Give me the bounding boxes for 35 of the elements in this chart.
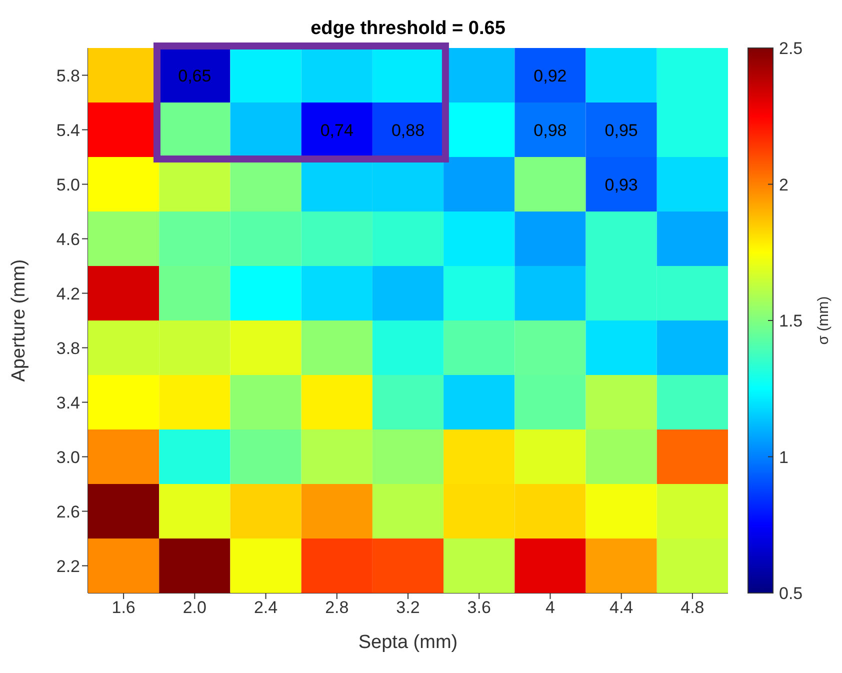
y-tick-label: 3.0 bbox=[56, 448, 80, 467]
y-tick-label: 5.4 bbox=[56, 120, 80, 140]
data-label: 0,95 bbox=[604, 120, 638, 140]
data-label: 0,65 bbox=[178, 66, 212, 86]
data-label: 0,74 bbox=[320, 120, 354, 140]
x-tick-label: 4.4 bbox=[610, 598, 634, 618]
data-label: 0,98 bbox=[534, 120, 567, 140]
color-bar-label: 1 bbox=[779, 448, 788, 467]
x-tick-label: 3.6 bbox=[467, 598, 491, 618]
color-bar-label: 2 bbox=[779, 175, 788, 194]
color-bar-label: 0.5 bbox=[779, 584, 803, 603]
y-tick-label: 3.8 bbox=[56, 338, 80, 358]
y-tick-label: 4.2 bbox=[56, 284, 80, 304]
y-tick-label: 2.2 bbox=[56, 556, 80, 576]
x-tick-label: 2.8 bbox=[325, 598, 349, 618]
x-axis-title: Septa (mm) bbox=[358, 632, 458, 653]
data-label: 0,88 bbox=[391, 120, 425, 140]
color-bar-title: σ (mm) bbox=[815, 296, 832, 345]
color-bar-label: 2.5 bbox=[779, 39, 803, 58]
x-tick-label: 2.0 bbox=[182, 598, 206, 618]
x-tick-label: 4.8 bbox=[680, 598, 704, 618]
x-tick-label: 1.6 bbox=[112, 598, 136, 618]
y-tick-label: 3.4 bbox=[56, 393, 80, 412]
y-tick-label: 4.6 bbox=[56, 230, 80, 249]
y-tick-label: 5.8 bbox=[56, 66, 80, 86]
data-label: 0,92 bbox=[534, 66, 567, 86]
color-bar-label: 1.5 bbox=[779, 312, 803, 330]
y-tick-label: 5.0 bbox=[56, 175, 80, 194]
y-axis-title: Aperture (mm) bbox=[8, 259, 30, 382]
data-label: 0,93 bbox=[604, 175, 638, 194]
x-tick-label: 3.2 bbox=[396, 598, 420, 618]
y-tick-label: 2.6 bbox=[56, 502, 80, 522]
x-tick-label: 4 bbox=[545, 598, 555, 618]
chart-title: edge threshold = 0.65 bbox=[310, 18, 506, 39]
x-tick-label: 2.4 bbox=[254, 598, 278, 618]
